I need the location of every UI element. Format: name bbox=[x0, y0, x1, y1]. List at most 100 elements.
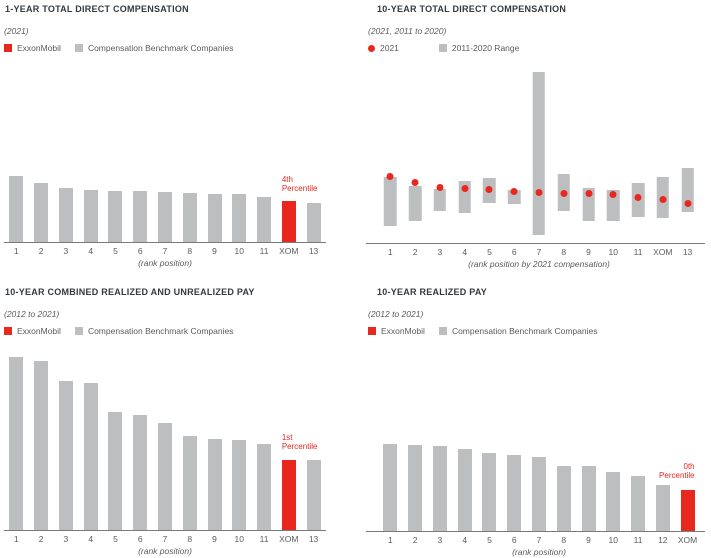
dot-2021-10 bbox=[609, 190, 617, 198]
x-tick-6: 6 bbox=[511, 247, 517, 257]
chart-slot-10 bbox=[227, 357, 252, 530]
x-tick-11: 11 bbox=[633, 535, 643, 545]
x-tick-3: 3 bbox=[63, 534, 69, 544]
benchmark-bar-2 bbox=[34, 361, 49, 530]
chart-slot-6 bbox=[502, 444, 527, 531]
x-tick-10: 10 bbox=[234, 534, 244, 544]
x-tick-11: 11 bbox=[633, 247, 643, 257]
x-tick-7: 7 bbox=[162, 534, 168, 544]
chart-slot-9 bbox=[576, 72, 601, 243]
chart-slot-13 bbox=[675, 72, 700, 243]
x-tick-4: 4 bbox=[88, 534, 94, 544]
percentile-annotation: 1st Percentile bbox=[282, 434, 318, 452]
chart-slot-4 bbox=[452, 444, 477, 531]
x-tick-2: 2 bbox=[412, 535, 418, 545]
chart-legend: ExxonMobil Compensation Benchmark Compani… bbox=[4, 326, 247, 336]
chart-slot-11 bbox=[252, 176, 277, 242]
bar-row bbox=[4, 357, 326, 530]
x-tick-8: 8 bbox=[561, 535, 567, 545]
chart-slot-2 bbox=[403, 72, 428, 243]
benchmark-bar-3 bbox=[58, 381, 73, 530]
benchmark-bar-1 bbox=[9, 176, 24, 242]
x-tick-11: 11 bbox=[259, 534, 269, 544]
x-tick-6: 6 bbox=[511, 535, 517, 545]
benchmark-bar-6 bbox=[133, 415, 148, 530]
chart-title: 1-YEAR TOTAL DIRECT COMPENSATION bbox=[5, 4, 189, 14]
legend-item: 2011-2020 Range bbox=[438, 43, 519, 53]
chart-legend: ExxonMobil Compensation Benchmark Compani… bbox=[368, 326, 611, 336]
chart-slot-2 bbox=[29, 357, 54, 530]
chart-slot-XOM bbox=[650, 72, 675, 243]
chart-panel-1-year-total-direct-compensation: 1-YEAR TOTAL DIRECT COMPENSATION (2021) … bbox=[4, 4, 338, 279]
chart-slot-7 bbox=[153, 176, 178, 242]
dot-2021-6 bbox=[510, 187, 518, 195]
range-bar-2011-2020-9 bbox=[582, 188, 595, 221]
x-axis-label: (rank position by 2021 compensation) bbox=[468, 259, 610, 269]
legend-label: ExxonMobil bbox=[381, 326, 425, 336]
x-tick-4: 4 bbox=[462, 535, 468, 545]
dot-2021-5 bbox=[485, 185, 493, 193]
dot-2021-9 bbox=[585, 189, 592, 197]
benchmark-bar-12 bbox=[655, 485, 670, 531]
chart-slot-1 bbox=[378, 444, 403, 531]
chart-slot-4 bbox=[78, 176, 103, 242]
x-tick-4: 4 bbox=[462, 247, 468, 257]
chart-slot-XOM bbox=[276, 357, 301, 530]
chart-slot-6 bbox=[128, 176, 153, 242]
exxonmobil-bar-XOM bbox=[680, 490, 695, 531]
red-square-legend-swatch-icon bbox=[4, 44, 12, 52]
chart-subtitle: (2021) bbox=[4, 26, 29, 36]
percentile-annotation: 4th Percentile bbox=[282, 176, 318, 194]
dot-2021-3 bbox=[436, 183, 444, 191]
chart-panel-10-year-total-direct-compensation: 10-YEAR TOTAL DIRECT COMPENSATION (2021,… bbox=[366, 4, 706, 279]
benchmark-bar-5 bbox=[108, 412, 123, 530]
x-tick-9: 9 bbox=[212, 534, 217, 544]
benchmark-bar-9 bbox=[207, 439, 222, 530]
x-tick-XOM: XOM bbox=[653, 247, 673, 257]
chart-legend: 2021 2011-2020 Range bbox=[368, 43, 533, 53]
dot-2021-11 bbox=[634, 193, 642, 201]
benchmark-bar-1 bbox=[9, 357, 24, 530]
percentile-annotation: 0th Percentile bbox=[659, 463, 695, 481]
bar-row bbox=[378, 72, 700, 243]
chart-slot-8 bbox=[551, 444, 576, 531]
chart-plot-area: 4th Percentile bbox=[4, 176, 326, 242]
bar-row bbox=[4, 176, 326, 242]
chart-slot-9 bbox=[576, 444, 601, 531]
percentile-annotation-line: 1st bbox=[281, 433, 293, 443]
percentile-annotation-line: Percentile bbox=[281, 442, 318, 452]
benchmark-bar-10 bbox=[232, 194, 247, 242]
legend-label: Compensation Benchmark Companies bbox=[87, 326, 234, 336]
benchmark-bar-4 bbox=[83, 190, 98, 242]
chart-slot-6 bbox=[128, 357, 153, 530]
chart-slot-5 bbox=[103, 357, 128, 530]
dot-2021-XOM bbox=[659, 195, 667, 203]
benchmark-bar-1 bbox=[383, 444, 398, 531]
chart-title: 10-YEAR COMBINED REALIZED AND UNREALIZED… bbox=[5, 287, 255, 297]
benchmark-bar-13 bbox=[306, 203, 321, 242]
benchmark-bar-9 bbox=[207, 194, 222, 242]
x-tick-1: 1 bbox=[388, 535, 393, 545]
x-axis-label: (rank position) bbox=[138, 258, 192, 268]
x-axis-line bbox=[366, 531, 705, 532]
chart-slot-8 bbox=[177, 176, 202, 242]
chart-slot-10 bbox=[227, 176, 252, 242]
chart-slot-3 bbox=[54, 357, 79, 530]
benchmark-bar-8 bbox=[556, 466, 571, 531]
range-bar-2011-2020-1 bbox=[384, 177, 397, 226]
x-tick-7: 7 bbox=[536, 247, 542, 257]
benchmark-bar-7 bbox=[157, 192, 172, 242]
x-tick-XOM: XOM bbox=[279, 246, 299, 256]
x-axis-label: (rank position) bbox=[512, 547, 566, 557]
chart-title: 10-YEAR REALIZED PAY bbox=[377, 287, 488, 297]
x-axis-tick-labels: 1 2 3 4 5 6 7 8 9 10 11 XOM 13 bbox=[378, 247, 700, 257]
x-tick-4: 4 bbox=[88, 246, 94, 256]
x-axis-tick-labels: 1 2 3 4 5 6 7 8 9 10 11 XOM 13 bbox=[4, 246, 326, 256]
benchmark-bar-2 bbox=[408, 445, 423, 531]
x-tick-6: 6 bbox=[137, 534, 143, 544]
x-tick-10: 10 bbox=[608, 247, 618, 257]
chart-slot-XOM bbox=[276, 176, 301, 242]
gray-square-legend-swatch-icon bbox=[438, 327, 447, 335]
gray-square-legend-swatch-icon bbox=[74, 327, 83, 335]
chart-slot-11 bbox=[626, 72, 651, 243]
